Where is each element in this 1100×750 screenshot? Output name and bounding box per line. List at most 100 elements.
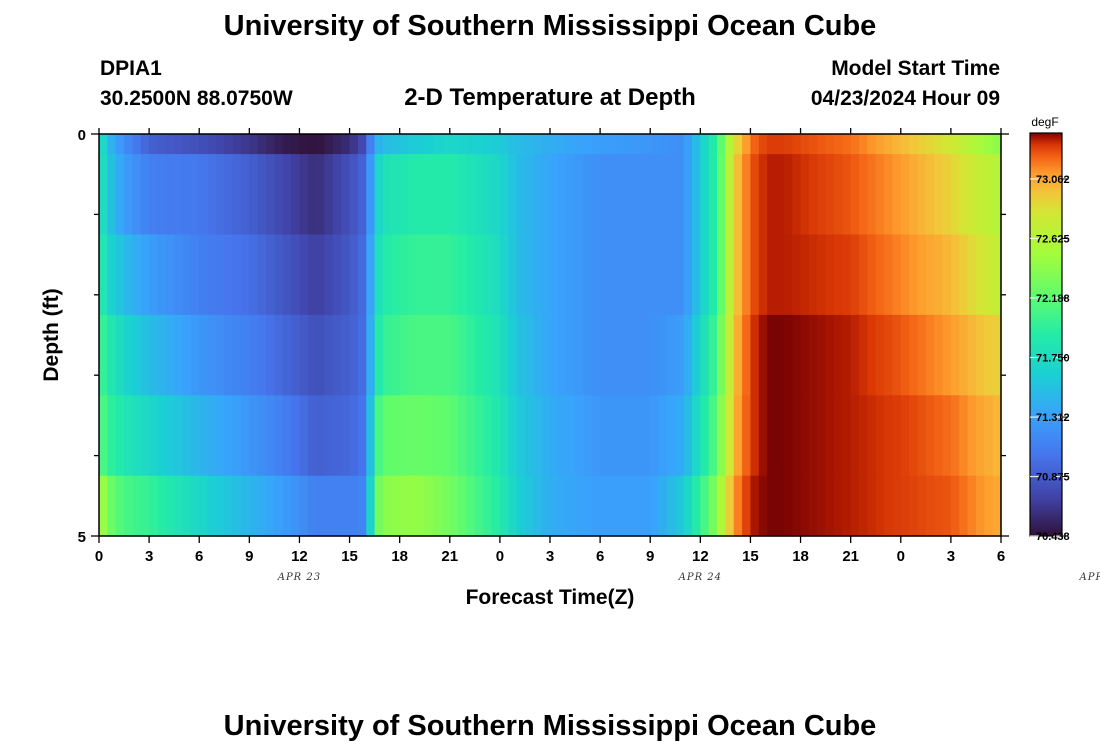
heatmap-cell [691, 154, 701, 236]
heatmap-cell [800, 234, 810, 316]
heatmap-cell [207, 475, 217, 537]
heatmap-cell [357, 154, 367, 236]
heatmap-cell [282, 395, 292, 477]
heatmap-cell [190, 154, 200, 236]
heatmap-cell [115, 134, 125, 155]
heatmap-cell [341, 134, 351, 155]
heatmap-cell [733, 154, 743, 236]
heatmap-cell [884, 475, 894, 537]
heatmap-cell [190, 134, 200, 155]
heatmap-cell [157, 154, 167, 236]
heatmap-cell [550, 234, 559, 316]
heatmap-cell [833, 395, 843, 477]
heatmap-cell [140, 314, 150, 396]
heatmap-cell [583, 134, 593, 155]
heatmap-cell [675, 234, 685, 316]
heatmap-cell [399, 475, 409, 537]
heatmap-cell [900, 314, 910, 396]
heatmap-cell [850, 475, 860, 537]
axes: 0 3 6 9 12 15 18 21 0 3 6 9 12 15 18 21 0 3 6 APR 23 APR 24 A… [78, 127, 1100, 583]
heatmap-cell [316, 314, 326, 396]
heatmap-cell [474, 314, 484, 396]
heatmap-cell [616, 475, 626, 537]
heatmap-cell [909, 134, 919, 155]
heatmap-cell [591, 234, 601, 316]
model-start-label: Model Start Time [831, 57, 1000, 80]
heatmap-cell [199, 154, 209, 236]
heatmap-cell [658, 314, 668, 396]
heatmap-cell [566, 134, 576, 155]
heatmap-cell [366, 154, 376, 236]
heatmap-cell [307, 134, 317, 155]
heatmap-cell [382, 154, 392, 236]
heatmap-cell [140, 234, 150, 316]
heatmap-cell [691, 314, 701, 396]
heatmap-cell [758, 154, 768, 236]
heatmap-cell [299, 314, 309, 396]
heatmap-cell [934, 475, 944, 537]
heatmap-cell [215, 314, 225, 396]
heatmap-cell [775, 475, 785, 537]
heatmap-cell [391, 234, 401, 316]
heatmap-cell [466, 154, 476, 236]
heatmap-cell [190, 234, 200, 316]
heatmap-cell [650, 154, 660, 236]
heatmap-cell [341, 395, 351, 477]
heatmap-cell [758, 314, 768, 396]
heatmap-cell [984, 475, 994, 537]
heatmap-cell [533, 395, 543, 477]
heatmap-cell [332, 475, 342, 537]
heatmap-cell [775, 314, 785, 396]
heatmap-cell [474, 154, 484, 236]
heatmap-cell [742, 154, 752, 236]
heatmap-cell [215, 154, 225, 236]
heatmap-cell [408, 395, 417, 477]
heatmap-cell [466, 395, 476, 477]
date-label: APR 24 [678, 572, 722, 583]
heatmap-cell [349, 234, 359, 316]
heatmap-cell [533, 314, 543, 396]
heatmap-cell [174, 234, 184, 316]
heatmap-cell [541, 475, 551, 537]
heatmap-cell [240, 154, 250, 236]
heatmap-cell [483, 234, 493, 316]
heatmap-cell [299, 154, 309, 236]
heatmap-cell [316, 154, 326, 236]
heatmap-cell [316, 134, 326, 155]
heatmap-cell [174, 475, 184, 537]
heatmap-cell [341, 234, 351, 316]
heatmap-cell [658, 134, 668, 155]
colorbar-tick-label: 70.438 [1036, 531, 1070, 543]
heatmap-cell [282, 314, 292, 396]
heatmap-cell [842, 314, 852, 396]
heatmap-cell [666, 134, 676, 155]
heatmap-cell [374, 395, 384, 477]
x-tick-label: 12 [692, 548, 709, 565]
heatmap-cell [399, 234, 409, 316]
x-tick-label: 0 [496, 548, 504, 565]
heatmap-cell [449, 475, 459, 537]
heatmap-cell [675, 395, 685, 477]
heatmap-cell [708, 234, 718, 316]
heatmap-cell [466, 475, 476, 537]
heatmap-cell [182, 234, 192, 316]
heatmap-cell [299, 475, 309, 537]
heatmap-cell [199, 314, 209, 396]
heatmap-cell [566, 154, 576, 236]
heatmap-cell [107, 234, 117, 316]
station-id: DPIA1 [100, 57, 162, 80]
heatmap-cell [808, 395, 818, 477]
x-tick-label: 21 [441, 548, 458, 565]
heatmap-cell [483, 395, 493, 477]
heatmap-cell [650, 314, 660, 396]
heatmap-cell [382, 134, 392, 155]
heatmap-cell [717, 475, 726, 537]
heatmap-cell [600, 154, 610, 236]
heatmap-cells [99, 134, 1002, 537]
heatmap-cell [149, 395, 159, 477]
heatmap-cell [516, 134, 526, 155]
heatmap-cell [524, 314, 534, 396]
heatmap-cell [499, 395, 509, 477]
heatmap-cell [240, 314, 250, 396]
x-tick-label: 3 [145, 548, 153, 565]
